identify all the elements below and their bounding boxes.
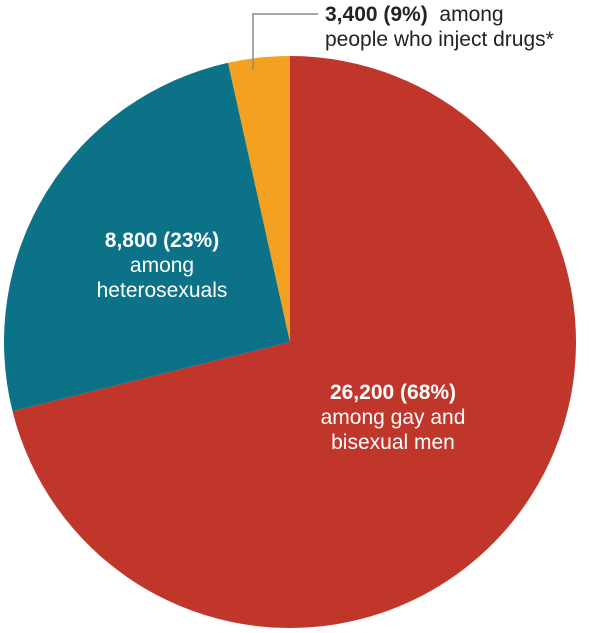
label-people-who-inject-drugs: 3,400 (9%) among people who inject drugs… [325,2,600,52]
leader-line [252,13,318,70]
label-line: among gay and [320,406,466,430]
pie-slice-people-who-inject-drugs [228,56,290,342]
value-gay-bisexual-men: 26,200 (68%) [329,381,457,404]
label-line: heterosexuals [96,279,228,303]
label-heterosexuals: 8,800 (23%) among heterosexuals [42,228,282,304]
pie-slice-heterosexuals [3,62,290,412]
value-heterosexuals: 8,800 (23%) [104,229,220,252]
label-gay-bisexual-men: 26,200 (68%) among gay and bisexual men [278,380,508,456]
label-line: people who inject drugs* [325,28,554,52]
pie-slice-gay-and-bisexual-men [12,56,576,629]
label-line: among [439,3,504,26]
value-people-who-inject-drugs: 3,400 (9%) [325,3,428,26]
label-line: bisexual men [331,431,455,455]
label-line: among [129,254,195,278]
